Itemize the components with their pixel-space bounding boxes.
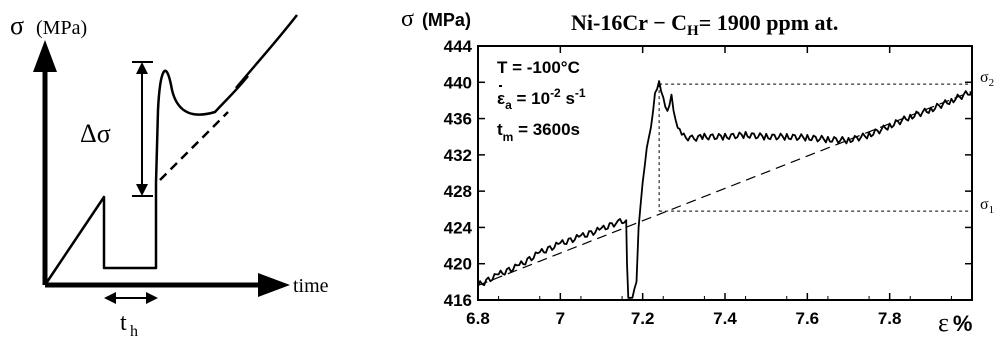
chart-y-label: σ (MPa)	[401, 6, 471, 32]
axis-ticks	[477, 45, 972, 301]
y-tick-label: 432	[444, 146, 472, 165]
y-tick-label: 424	[444, 218, 473, 237]
sigma-label: σ1	[980, 196, 994, 216]
chart-panel: Ni-16Cr − CH= 1900 ppm at. σ (MPa) ε% 416…	[401, 6, 994, 337]
schematic-x-label: time	[293, 275, 329, 297]
schematic-y-symbol: σ	[10, 11, 24, 40]
x-tick-label: 7.2	[631, 309, 655, 328]
reference-guides	[658, 83, 972, 212]
schematic-y-unit: (MPa)	[36, 17, 87, 39]
y-tick-label: 436	[444, 110, 472, 129]
y-tick-label: 428	[444, 182, 472, 201]
schematic-hold-label: t	[120, 310, 127, 336]
y-tick-label: 440	[444, 73, 472, 92]
annotation-time-value: = 3600s	[513, 120, 580, 139]
chart-y-symbol: σ	[401, 6, 414, 32]
chart-x-unit: %	[953, 311, 973, 336]
plot-frame	[477, 45, 973, 301]
chart-x-label: ε%	[938, 308, 972, 337]
schematic-hold-label-sub: h	[130, 323, 138, 340]
annotation-rate-unit-exp: -1	[575, 86, 586, 100]
x-tick-label: 7.8	[878, 309, 902, 328]
annotation-rate-sub: a	[505, 98, 512, 112]
series-extrapolated-line	[477, 90, 973, 287]
schematic-stress-curve	[43, 69, 249, 286]
chart-title-main: Ni-16Cr − C	[571, 10, 687, 35]
series-measured-stress	[477, 80, 973, 299]
annotation-block: T = -100°C εa = 10-2 s-1 tm = 3600s	[497, 58, 586, 144]
chart-x-symbol: ε	[938, 308, 949, 337]
x-tick-label: 7.4	[713, 309, 737, 328]
x-tick-label: 7.6	[796, 309, 820, 328]
x-tick-label: 7	[556, 309, 565, 328]
annotation-rate-exp: -2	[550, 86, 561, 100]
schematic-diagram: σ (MPa) time Δσ t h	[10, 11, 329, 340]
annotation-rate-unit: s	[561, 89, 575, 108]
y-tick-label: 444	[444, 37, 473, 56]
annotation-time-sub: m	[503, 130, 514, 144]
annotation-time-prefix: t	[497, 120, 503, 139]
axis-tick-labels: 416 420 424 428 432 436 440 444 6.8 7 7.2 7.4 7.6 7.8	[444, 37, 902, 328]
sigma-label: σ2	[980, 69, 994, 89]
x-tick-label: 6.8	[466, 309, 490, 328]
annotation-hold-time: tm = 3600s	[497, 120, 580, 144]
y-tick-label: 420	[444, 255, 472, 274]
chart-title-sub: H	[687, 23, 699, 39]
schematic-delta-label: Δσ	[80, 119, 111, 148]
schematic-y-arrowhead	[33, 40, 57, 72]
annotation-temperature: T = -100°C	[497, 58, 580, 77]
annotation-rate-prefix: ε	[497, 89, 505, 108]
chart-title-tail: = 1900 ppm at.	[699, 10, 839, 35]
schematic-x-arrowhead	[258, 273, 290, 297]
data-series	[477, 80, 973, 299]
annotation-rate-value: = 10	[512, 89, 550, 108]
chart-title: Ni-16Cr − CH= 1900 ppm at.	[571, 10, 838, 39]
sigma-labels: σ2 σ1	[980, 69, 994, 216]
y-tick-label: 416	[444, 291, 472, 310]
schematic-extrapolation-dash	[159, 111, 229, 181]
annotation-strain-rate: εa = 10-2 s-1	[497, 86, 586, 112]
chart-y-unit: (MPa)	[422, 10, 471, 30]
schematic-rising-line	[235, 14, 298, 89]
